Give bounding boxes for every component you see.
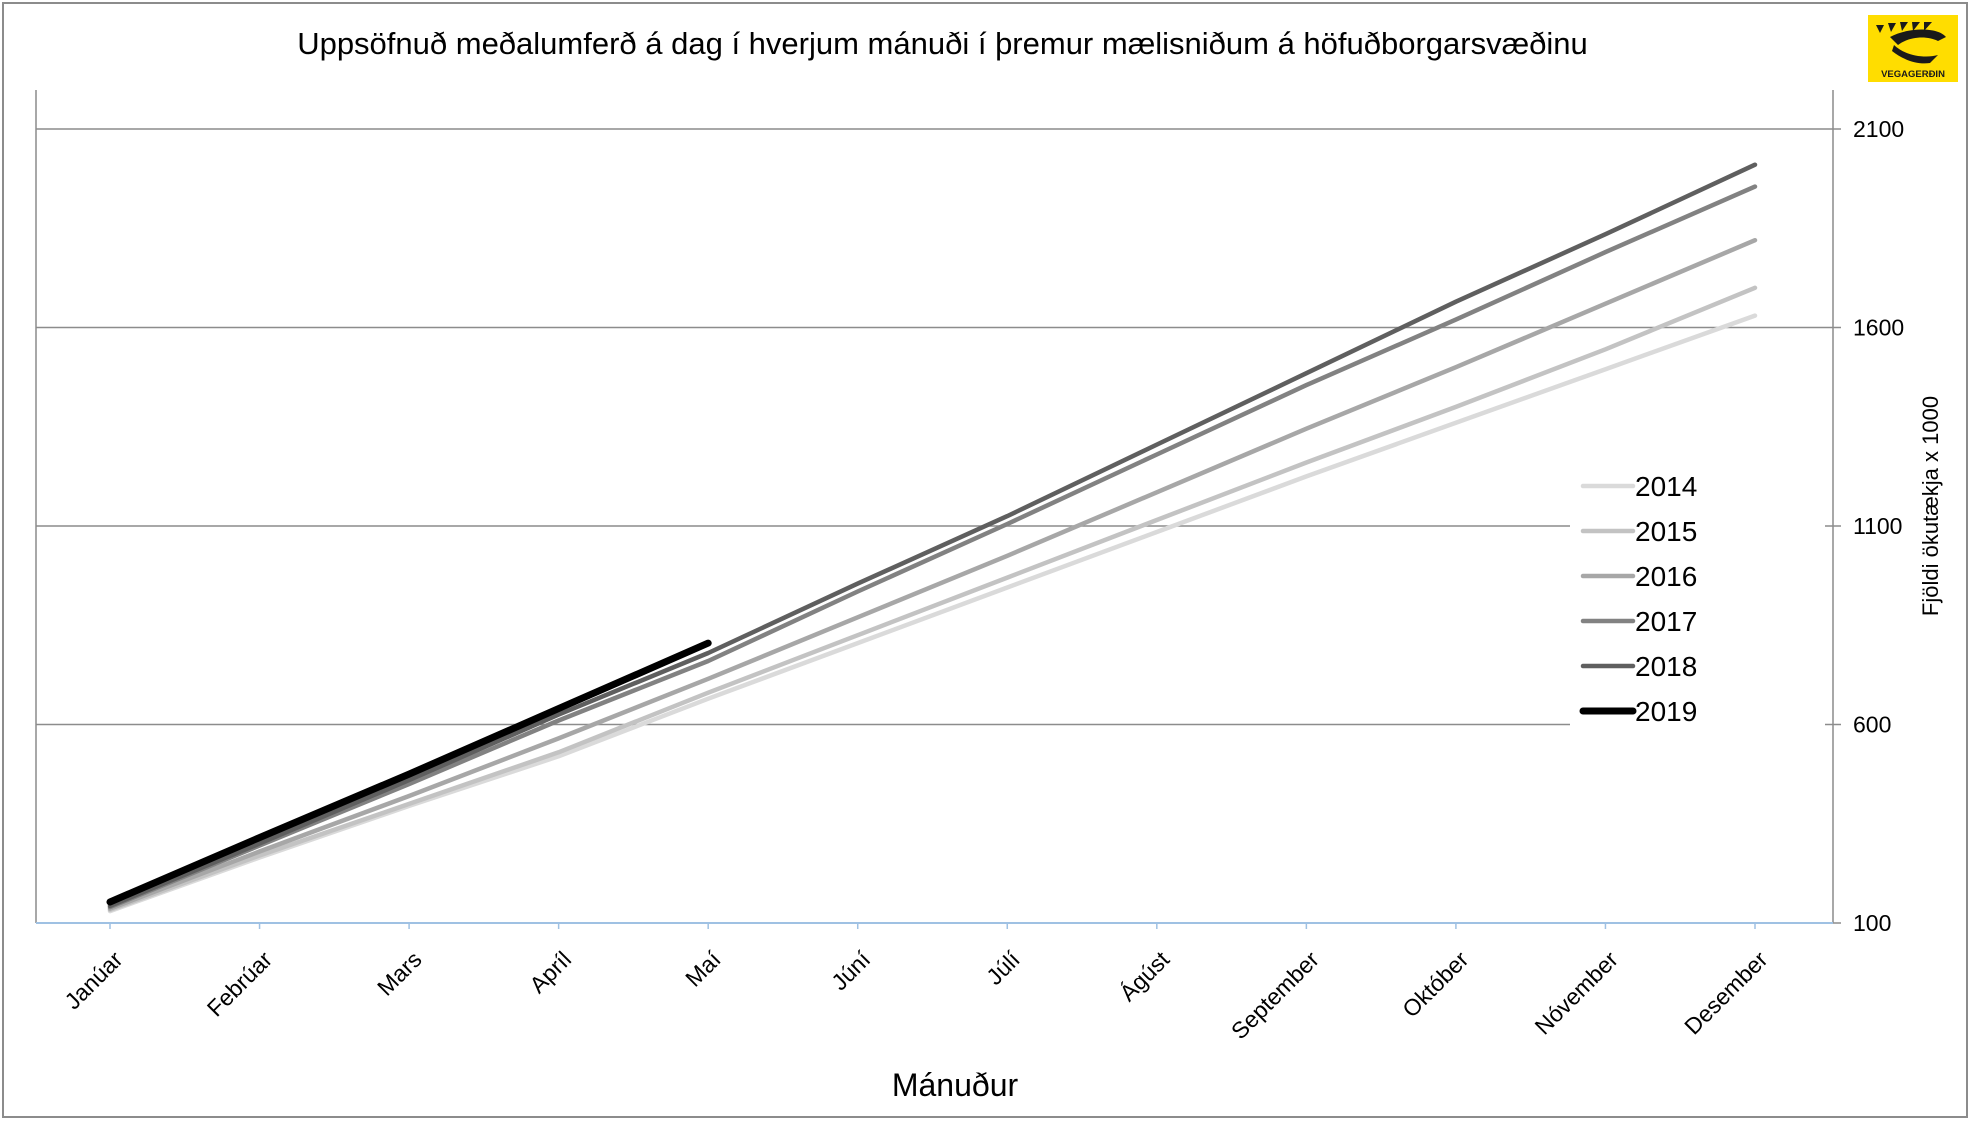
logo-emblem-icon [1876,22,1946,64]
legend-label-2017: 2017 [1635,606,1697,637]
legend-label-2014: 2014 [1635,471,1697,502]
series-line-2016 [107,237,1758,911]
series-line-2017 [107,184,1758,910]
legend-label-2019: 2019 [1635,696,1697,727]
y-tick-label: 100 [1853,910,1891,936]
y-tick-label: 600 [1853,712,1891,738]
y-tick-label: 1100 [1853,513,1902,539]
legend-label-2016: 2016 [1635,561,1697,592]
legend-label-2015: 2015 [1635,516,1697,547]
x-tick-label: Janúar [59,946,127,1014]
x-tick-label: Júní [826,946,876,996]
y-tick-label: 2100 [1853,116,1904,142]
x-tick-label: Maí [680,946,726,992]
x-tick-label: Desember [1679,946,1773,1040]
logo-text: VEGAGERÐIN [1881,69,1945,80]
y-tick-label: 1600 [1853,315,1904,341]
series-line-2018 [107,162,1758,909]
y-axis-ticks: 100 600 1100 1600 2100 [1833,116,1904,936]
x-axis-ticks: Janúar Febrúar Mars Apríl Maí Júní Júlí Ágúst Se… [59,923,1773,1044]
gridlines [36,128,1833,726]
x-tick-label: Nóvember [1530,946,1624,1040]
chart-title: Uppsöfnuð meðalumferð á dag í hverjum má… [297,26,1588,61]
x-tick-label: Júlí [981,946,1025,990]
x-axis-title: Mánuður [892,1067,1019,1103]
x-tick-label: Mars [372,946,427,1001]
legend-label-2018: 2018 [1635,651,1697,682]
legend-background [1570,462,1825,737]
y-axis-title: Fjöldi ökutækja x 1000 [1918,396,1943,616]
x-tick-label: Febrúar [202,946,278,1022]
vegagerdin-logo: VEGAGERÐIN [1868,15,1958,82]
legend: 2014 2015 2016 2017 2018 2019 [1570,462,1825,737]
series-line-2019 [106,639,712,906]
series-line-2015 [107,285,1758,913]
x-tick-label: Ágúst [1114,946,1174,1006]
x-tick-label: Október [1397,946,1473,1022]
x-tick-label: September [1226,946,1324,1044]
series-lines [106,162,1758,914]
x-tick-label: Apríl [524,946,576,998]
axes [35,90,1834,924]
